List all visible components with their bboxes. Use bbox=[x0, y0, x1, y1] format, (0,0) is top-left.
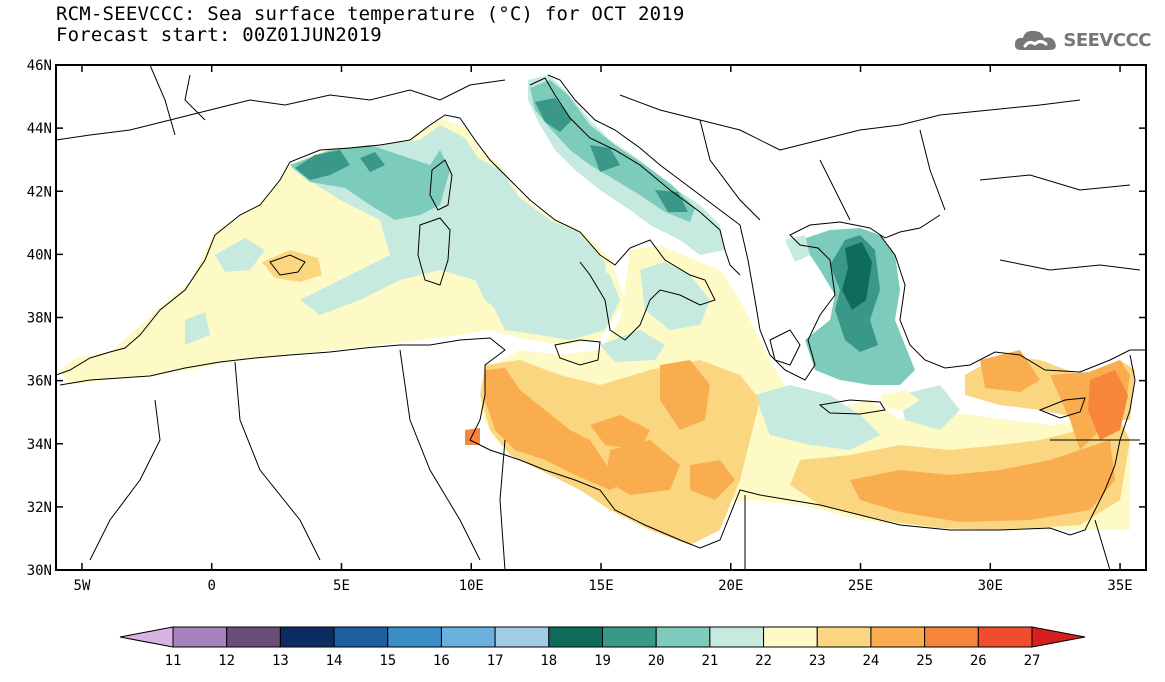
lat-tick-label: 30N bbox=[27, 563, 52, 579]
lat-tick-label: 44N bbox=[27, 121, 52, 137]
lon-tick-label: 5E bbox=[333, 578, 350, 594]
lat-tick-label: 36N bbox=[27, 374, 52, 390]
colorbar-swatch bbox=[924, 626, 979, 648]
colorbar-tick-label: 15 bbox=[379, 653, 396, 669]
colorbar-swatch bbox=[763, 626, 818, 648]
colorbar-swatch bbox=[279, 626, 335, 648]
lat-tick-label: 34N bbox=[27, 437, 52, 453]
colorbar-tick-label: 14 bbox=[326, 653, 343, 669]
colorbar-over-triangle bbox=[1031, 626, 1086, 648]
colorbar-under-triangle bbox=[119, 626, 174, 648]
colorbar-tick-label: 21 bbox=[701, 653, 718, 669]
lon-tick-label: 15E bbox=[588, 578, 613, 594]
colorbar-swatch bbox=[226, 626, 281, 648]
sea-surface-temperature-field bbox=[56, 65, 1146, 570]
colorbar-swatch bbox=[548, 626, 603, 648]
colorbar-swatch bbox=[977, 626, 1033, 648]
colorbar: 11 12 13 14 15 16 17 18 19 20 21 22 23 24 25 26 27 bbox=[119, 626, 1086, 669]
colorbar-tick-label: 20 bbox=[648, 653, 665, 669]
colorbar-tick-label: 11 bbox=[165, 653, 182, 669]
map-title: RCM-SEEVCCC: Sea surface temperature (°C… bbox=[56, 3, 685, 25]
lat-tick-label: 42N bbox=[27, 184, 52, 200]
colorbar-tick-label: 24 bbox=[863, 653, 880, 669]
colorbar-swatch bbox=[655, 626, 711, 648]
colorbar-swatch bbox=[333, 626, 389, 648]
colorbar-tick-label: 25 bbox=[916, 653, 933, 669]
lon-tick-label: 10E bbox=[459, 578, 484, 594]
lat-tick-label: 46N bbox=[27, 58, 52, 74]
lon-tick-label: 20E bbox=[718, 578, 743, 594]
colorbar-swatch bbox=[816, 626, 872, 648]
latitude-axis: 46N 44N 42N 40N 38N 36N 34N 32N 30N bbox=[27, 58, 1146, 579]
lat-tick-label: 32N bbox=[27, 500, 52, 516]
lon-tick-label: 25E bbox=[848, 578, 873, 594]
cloud-logo-icon bbox=[1015, 30, 1057, 50]
lon-tick-label: 30E bbox=[978, 578, 1003, 594]
colorbar-swatch bbox=[387, 626, 442, 648]
colorbar-swatch bbox=[440, 626, 496, 648]
lon-tick-label: 5W bbox=[74, 578, 91, 594]
colorbar-swatch bbox=[709, 626, 765, 648]
seevccc-logo: SEEVCCC bbox=[1013, 26, 1151, 54]
colorbar-swatch bbox=[870, 626, 926, 648]
colorbar-tick-label: 12 bbox=[218, 653, 235, 669]
colorbar-tick-label: 13 bbox=[272, 653, 289, 669]
colorbar-tick-label: 26 bbox=[970, 653, 987, 669]
colorbar-tick-label: 18 bbox=[540, 653, 557, 669]
colorbar-tick-label: 19 bbox=[594, 653, 611, 669]
colorbar-swatch bbox=[494, 626, 550, 648]
colorbar-swatch bbox=[172, 626, 228, 648]
lon-tick-label: 35E bbox=[1107, 578, 1132, 594]
lon-tick-label: 0 bbox=[207, 578, 215, 594]
colorbar-tick-label: 23 bbox=[809, 653, 826, 669]
logo-text: SEEVCCC bbox=[1063, 29, 1151, 51]
colorbar-tick-label: 17 bbox=[487, 653, 504, 669]
colorbar-tick-label: 27 bbox=[1024, 653, 1041, 669]
lat-tick-label: 40N bbox=[27, 247, 52, 263]
lat-tick-label: 38N bbox=[27, 311, 52, 327]
longitude-axis: 5W 0 5E 10E 15E 20E 25E 30E 35E bbox=[74, 65, 1133, 594]
colorbar-swatch bbox=[602, 626, 657, 648]
colorbar-tick-label: 16 bbox=[433, 653, 450, 669]
colorbar-tick-label: 22 bbox=[755, 653, 772, 669]
coastlines bbox=[56, 65, 1146, 570]
forecast-start-label: Forecast start: 00Z01JUN2019 bbox=[56, 24, 382, 46]
